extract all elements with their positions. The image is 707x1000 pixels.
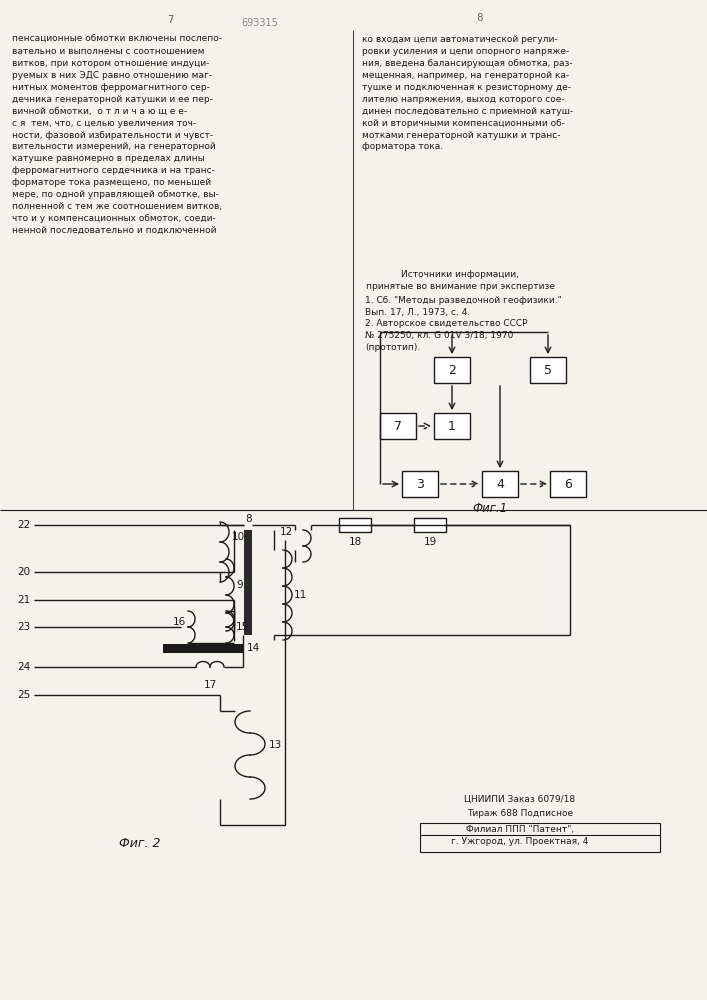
Bar [434,413,470,439]
Text: пенсационные обмотки включены послепо-
вательно и выполнены с соотношением
витко: пенсационные обмотки включены послепо- в… [12,35,222,235]
Text: 693315: 693315 [242,18,279,28]
Text: Фиг.1: Фиг.1 [472,502,508,515]
Text: 14: 14 [247,643,260,653]
Text: 21: 21 [17,595,30,605]
Text: 23: 23 [17,622,30,632]
Text: 13: 13 [269,740,282,750]
Text: 25: 25 [17,690,30,700]
Text: 16: 16 [173,617,186,627]
Text: 11: 11 [294,590,308,600]
Text: 20: 20 [17,567,30,577]
Bar [482,471,518,497]
Text: 17: 17 [204,680,216,690]
Bar [434,357,470,383]
Text: Тираж 688 Подписное: Тираж 688 Подписное [467,809,573,818]
Text: 3: 3 [416,478,424,490]
Text: 15: 15 [236,622,250,632]
Bar [380,413,416,439]
Text: принятые во внимание при экспертизе: принятые во внимание при экспертизе [366,282,554,291]
Text: 1: 1 [448,420,456,432]
Text: 2: 2 [448,363,456,376]
Bar [414,518,446,532]
Text: 7: 7 [394,420,402,432]
Text: 6: 6 [564,478,572,490]
Text: 4: 4 [496,478,504,490]
Text: 10: 10 [232,532,245,542]
Text: 8: 8 [246,514,252,524]
Text: Источники информации,: Источники информации, [401,270,519,279]
Text: 9: 9 [236,580,243,590]
Bar [244,530,252,635]
Text: ЦНИИПИ Заказ 6079/18: ЦНИИПИ Заказ 6079/18 [464,795,575,804]
Text: Фиг. 2: Фиг. 2 [119,837,160,850]
Text: 18: 18 [349,537,361,547]
Text: Филиал ППП "Патент",: Филиал ППП "Патент", [466,825,574,834]
Text: 24: 24 [17,662,30,672]
Text: 2. Авторское свидетельство СССР
№ 275250, кл. G 01V 3/18, 1970
(прототип).: 2. Авторское свидетельство СССР № 275250… [365,319,527,352]
Text: 5: 5 [544,363,552,376]
Text: 8: 8 [477,13,484,23]
Text: ко входам цепи автоматической регули-
ровки усиления и цепи опорного напряже-
ни: ко входам цепи автоматической регули- ро… [362,35,573,151]
Text: 1. Сб. "Методы разведочной геофизики."
Вып. 17, Л., 1973, с. 4.: 1. Сб. "Методы разведочной геофизики." В… [365,296,562,317]
Text: 7: 7 [167,15,173,25]
Bar [402,471,438,497]
Text: 22: 22 [17,520,30,530]
Bar [550,471,586,497]
Bar [530,357,566,383]
Text: 12: 12 [280,527,293,537]
Bar [420,823,660,852]
Bar [163,644,243,652]
Text: г. Ужгород, ул. Проектная, 4: г. Ужгород, ул. Проектная, 4 [451,837,589,846]
Text: 19: 19 [423,537,437,547]
Bar [339,518,371,532]
